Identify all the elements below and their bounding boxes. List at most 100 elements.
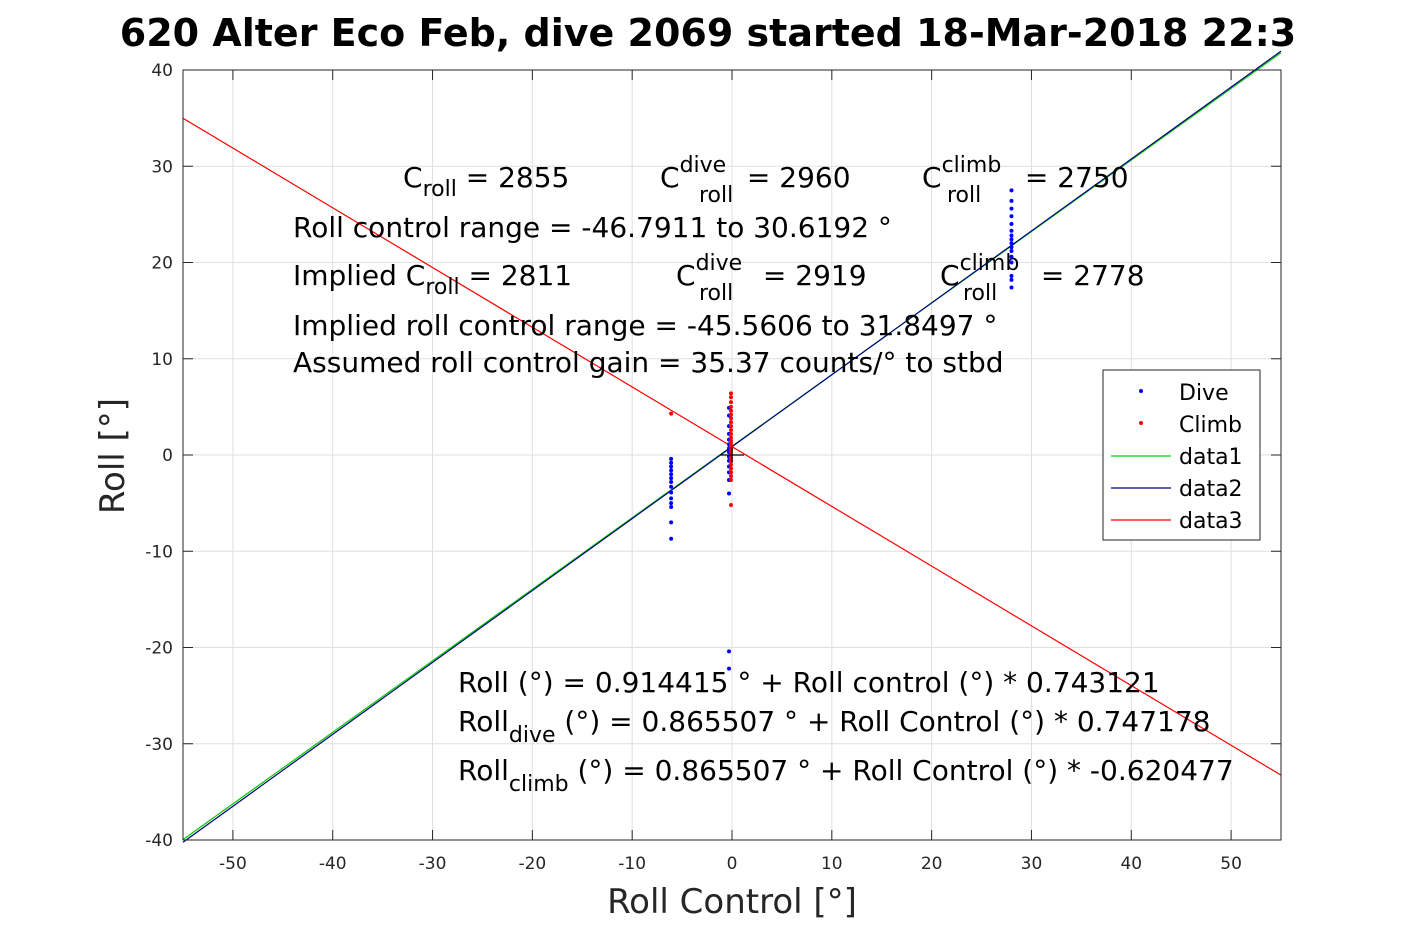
x-tick-label: 10	[821, 854, 843, 874]
legend-label-data1: data1	[1179, 445, 1243, 470]
data-point-climb	[729, 427, 734, 432]
data-point-dive	[669, 484, 674, 489]
series-layer	[182, 50, 1282, 843]
implied-c-roll-climb-rest: = 2778	[1032, 259, 1145, 292]
data-point-dive	[669, 479, 674, 484]
c-roll-rest: = 2855	[457, 161, 570, 194]
data-point-dive	[669, 536, 674, 541]
legend-marker-climb	[1139, 421, 1143, 425]
legend-marker-dive	[1139, 389, 1143, 393]
x-tick-label: -50	[219, 854, 247, 874]
implied-c-roll-dive-sup: dive	[696, 251, 743, 276]
data-point-dive	[1009, 254, 1014, 259]
x-tick-label: 20	[921, 854, 943, 874]
data-point-dive	[727, 666, 732, 671]
data-point-dive	[669, 468, 674, 473]
data-point-dive	[727, 491, 732, 496]
data-point-dive	[669, 464, 674, 469]
annotation-gain: Assumed roll control gain = 35.37 counts…	[293, 346, 1004, 379]
data-point-dive	[669, 476, 674, 481]
x-tick-label: -30	[419, 854, 447, 874]
data-point-dive	[1009, 206, 1014, 211]
implied-c-roll-rest: = 2811	[460, 259, 573, 292]
c-roll-base: C	[403, 161, 423, 194]
y-tick-label: -20	[145, 639, 173, 659]
x-tick-label: -10	[618, 854, 646, 874]
c-roll-sub: roll	[423, 177, 457, 202]
data-point-climb	[729, 438, 734, 443]
data-point-climb	[729, 408, 734, 413]
data-point-climb	[729, 462, 734, 467]
data-point-dive	[669, 520, 674, 525]
implied-c-roll-dive-sub: roll	[699, 281, 733, 306]
data-point-dive	[1009, 245, 1014, 250]
data-point-dive	[1009, 188, 1014, 193]
data-point-dive	[1009, 260, 1014, 265]
fit-climb-sub: climb	[509, 772, 569, 797]
data-point-dive	[1009, 222, 1014, 226]
x-tick-label: -20	[518, 854, 546, 874]
data-point-dive	[669, 496, 674, 501]
plot-area: -50 -40 -30 -20 -10 0 10 20 30 40 50 -40 -30 -20 -10 0 1…	[145, 50, 1282, 874]
annotation-implied-c-roll: Implied Croll = 2811	[293, 259, 572, 300]
data-point-climb	[729, 420, 734, 425]
data-point-dive	[669, 490, 674, 495]
data-point-dive	[1009, 237, 1014, 242]
implied-c-roll-base: Implied C	[293, 259, 425, 292]
fit-climb-base: Roll	[458, 754, 509, 787]
implied-c-roll-sub: roll	[425, 275, 459, 300]
fit-dive-base: Roll	[458, 705, 509, 738]
data-point-climb	[729, 412, 734, 417]
data-point-climb	[729, 416, 734, 421]
legend-label-data2: data2	[1179, 477, 1243, 502]
data-point-climb	[729, 503, 734, 508]
legend-label-data3: data3	[1179, 509, 1243, 534]
legend-label-climb: Climb	[1179, 413, 1242, 438]
y-tick-label: -10	[145, 542, 173, 562]
data-point-dive	[1009, 277, 1014, 282]
data-point-dive	[1009, 273, 1014, 278]
data-point-climb	[729, 395, 734, 400]
implied-c-roll-climb-sup: climb	[960, 251, 1020, 276]
data-point-dive	[1009, 241, 1014, 246]
data-point-dive	[1009, 248, 1014, 253]
data-point-dive	[1009, 198, 1014, 203]
x-tick-label: 0	[727, 854, 738, 874]
fit-dive-sub: dive	[509, 723, 556, 748]
data-point-dive	[669, 504, 674, 509]
annotations: Croll = 2855 Cdive roll = 2960 Cclimb roll…	[293, 153, 1234, 797]
y-tick-label: 10	[151, 350, 173, 370]
c-roll-dive-sub: roll	[699, 183, 733, 208]
annotation-fit-all: Roll (°) = 0.914415 ° + Roll control (°)…	[458, 666, 1160, 699]
implied-c-roll-dive-rest: = 2919	[754, 259, 867, 292]
data-point-climb	[729, 474, 734, 479]
data-point-dive	[669, 456, 674, 461]
data-point-dive	[669, 501, 674, 506]
annotation-c-roll-dive: Cdive roll = 2960	[660, 153, 851, 208]
fit-climb-rest: (°) = 0.865507 ° + Roll Control (°) * -0…	[569, 754, 1234, 787]
x-tick-label: 40	[1120, 854, 1142, 874]
y-tick-label: -40	[145, 831, 173, 851]
legend: Dive Climb data1 data2 data3	[1102, 369, 1261, 541]
data-point-dive	[669, 460, 674, 465]
legend-items: Dive Climb data1 data2 data3	[1111, 381, 1243, 534]
annotation-implied-c-roll-dive: Cdive roll = 2919	[676, 251, 867, 306]
data-point-climb	[729, 404, 734, 409]
x-tick-label: -40	[319, 854, 347, 874]
data-point-climb	[729, 391, 734, 396]
c-roll-dive-base: C	[660, 161, 680, 194]
c-roll-dive-rest: = 2960	[738, 161, 851, 194]
data-point-climb	[729, 424, 734, 429]
data-point-climb	[729, 466, 734, 471]
data-point-climb	[729, 441, 734, 446]
data-point-climb	[729, 470, 734, 475]
annotation-c-roll-climb: Cclimb roll = 2750	[922, 153, 1129, 208]
axis-ticks: -50 -40 -30 -20 -10 0 10 20 30 40 50 -40 -30 -20 -10 0 1…	[145, 61, 1281, 874]
implied-c-roll-climb-base: C	[940, 259, 960, 292]
y-tick-label: 0	[162, 446, 173, 466]
data-point-climb	[729, 400, 734, 405]
c-roll-climb-base: C	[922, 161, 942, 194]
legend-label-dive: Dive	[1179, 381, 1229, 406]
annotation-implied-c-roll-climb: Cclimb roll = 2778	[940, 251, 1145, 306]
data-point-climb	[669, 411, 674, 416]
